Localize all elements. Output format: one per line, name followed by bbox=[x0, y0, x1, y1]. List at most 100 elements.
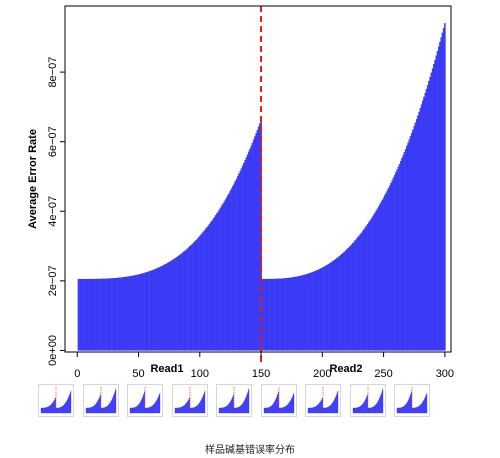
bar-read1-56 bbox=[145, 272, 147, 351]
bar-read1-44 bbox=[130, 275, 132, 351]
bar-read1-93 bbox=[190, 244, 192, 351]
bar-read1-97 bbox=[195, 240, 197, 351]
bar-read2-269 bbox=[406, 145, 408, 351]
bar-read1-68 bbox=[159, 266, 162, 351]
bar-read2-202 bbox=[324, 266, 326, 351]
bar-read2-181 bbox=[298, 276, 300, 351]
bar-read1-61 bbox=[151, 270, 153, 351]
bar-read2-178 bbox=[294, 276, 297, 351]
bar-read1-51 bbox=[138, 274, 141, 351]
bar-read2-186 bbox=[304, 274, 306, 351]
bar-read2-265 bbox=[401, 158, 403, 351]
thumbnail-7[interactable] bbox=[305, 384, 341, 418]
bar-read1-3 bbox=[80, 278, 82, 351]
bar-read2-253 bbox=[386, 190, 389, 351]
bar-read2-171 bbox=[286, 278, 288, 351]
bar-read1-37 bbox=[121, 277, 124, 351]
bar-read1-104 bbox=[203, 230, 206, 351]
thumbnail-5[interactable] bbox=[216, 384, 252, 418]
bar-read1-19 bbox=[99, 278, 102, 351]
bar-read2-299 bbox=[442, 28, 445, 351]
bar-read2-286 bbox=[426, 84, 429, 351]
bar-read1-139 bbox=[246, 154, 249, 351]
bar-read2-279 bbox=[418, 111, 420, 351]
bar-read2-173 bbox=[288, 277, 291, 351]
bar-read1-24 bbox=[105, 278, 108, 351]
bar-read1-145 bbox=[254, 136, 256, 351]
x-tick-label-150: 150 bbox=[252, 368, 270, 380]
bar-read2-153 bbox=[263, 278, 266, 351]
bar-read1-146 bbox=[255, 133, 257, 351]
bar-read2-255 bbox=[388, 185, 391, 351]
bar-read2-245 bbox=[376, 208, 379, 351]
thumbnail-6[interactable] bbox=[260, 384, 297, 418]
y-axis: 0e+00 2e−07 4e−07 6e−07 8e−07 bbox=[47, 57, 65, 366]
bar-read1-5 bbox=[82, 278, 85, 351]
bar-read2-195 bbox=[315, 270, 317, 351]
y-tick-label-3: 6e−07 bbox=[47, 126, 59, 157]
bar-read2-158 bbox=[270, 278, 272, 351]
bar-read1-113 bbox=[214, 215, 217, 351]
thumbnail-9[interactable] bbox=[394, 384, 430, 418]
bar-read1-18 bbox=[98, 278, 101, 351]
bar-read1-81 bbox=[175, 257, 178, 351]
bar-read2-182 bbox=[299, 275, 302, 351]
bar-read2-294 bbox=[436, 51, 439, 351]
bar-read1-121 bbox=[224, 199, 227, 351]
bar-read2-239 bbox=[369, 220, 371, 351]
bar-read2-231 bbox=[359, 234, 362, 351]
thumbnail-1[interactable] bbox=[38, 384, 74, 418]
bar-read2-276 bbox=[414, 122, 417, 351]
thumbnail-3[interactable] bbox=[127, 384, 163, 418]
bar-read1-4 bbox=[81, 278, 83, 351]
bar-read1-144 bbox=[252, 139, 255, 351]
bar-read2-268 bbox=[404, 149, 407, 351]
bar-read2-169 bbox=[283, 278, 286, 351]
bar-read2-257 bbox=[391, 180, 393, 351]
bar-read2-278 bbox=[417, 115, 419, 351]
bar-read2-237 bbox=[366, 224, 369, 351]
thumbnail-8[interactable] bbox=[349, 384, 386, 418]
bar-read1-134 bbox=[240, 168, 243, 351]
bar-read1-64 bbox=[154, 268, 157, 351]
bar-read1-124 bbox=[228, 192, 230, 351]
bar-read2-274 bbox=[412, 129, 414, 351]
bar-read2-281 bbox=[420, 104, 423, 351]
bar-read1-39 bbox=[124, 276, 126, 351]
bar-read2-210 bbox=[333, 259, 336, 351]
bar-read2-211 bbox=[335, 258, 337, 351]
bar-read2-184 bbox=[301, 275, 304, 351]
bar-read1-15 bbox=[94, 278, 97, 351]
bar-read2-249 bbox=[381, 199, 384, 351]
bar-read2-209 bbox=[332, 260, 335, 351]
bar-read2-258 bbox=[392, 177, 395, 351]
bar-read1-131 bbox=[237, 176, 239, 351]
bar-read2-225 bbox=[352, 242, 354, 351]
bar-read1-87 bbox=[183, 251, 185, 351]
bar-read1-140 bbox=[248, 151, 250, 351]
bar-read2-167 bbox=[281, 278, 283, 351]
thumbnail-4[interactable] bbox=[171, 384, 208, 418]
bar-read1-141 bbox=[249, 148, 251, 351]
bar-read2-296 bbox=[439, 42, 441, 351]
bar-read1-80 bbox=[174, 258, 177, 351]
bar-read2-235 bbox=[364, 227, 366, 351]
bar-read2-203 bbox=[325, 265, 327, 351]
bar-read2-273 bbox=[411, 132, 413, 351]
bar-read2-275 bbox=[413, 126, 416, 351]
thumbnail-2[interactable] bbox=[82, 384, 119, 418]
bar-read1-11 bbox=[89, 278, 92, 351]
bar-read2-283 bbox=[423, 96, 425, 351]
bar-read2-157 bbox=[268, 278, 271, 351]
bar-read1-59 bbox=[148, 271, 151, 351]
bar-read1-70 bbox=[162, 265, 164, 351]
bar-read1-103 bbox=[202, 231, 205, 351]
bar-read1-17 bbox=[97, 278, 99, 351]
bar-read2-232 bbox=[360, 232, 363, 351]
bar-read2-152 bbox=[262, 278, 265, 351]
bar-read2-247 bbox=[379, 204, 381, 351]
bar-read2-206 bbox=[328, 263, 331, 351]
bar-read2-263 bbox=[398, 163, 401, 351]
bar-read1-41 bbox=[126, 276, 129, 351]
bar-read2-170 bbox=[284, 278, 287, 351]
